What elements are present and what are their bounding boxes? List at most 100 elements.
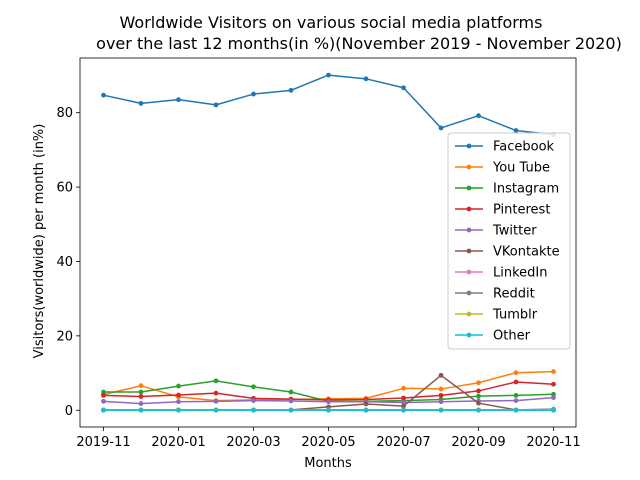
data-point <box>513 379 519 385</box>
x-tick-label: 2020-11 <box>526 435 580 450</box>
data-point <box>101 389 106 395</box>
series-facebook <box>101 72 556 138</box>
legend-label: Pinterest <box>493 203 550 218</box>
series-vkontakte <box>101 372 556 413</box>
legend-label: You Tube <box>492 161 550 176</box>
x-tick-label: 2020-05 <box>301 435 355 450</box>
data-point <box>138 100 144 106</box>
data-point <box>101 392 106 398</box>
data-point <box>476 393 481 399</box>
y-axis-ticks: 0 20 40 60 80 <box>56 106 80 419</box>
plot-area <box>79 57 577 428</box>
x-axis-ticks: 2019-11 2020-01 2020-03 2020-05 2020-07 2020-… <box>76 427 581 450</box>
data-point <box>326 72 331 78</box>
x-tick-label: 2020-01 <box>151 435 205 450</box>
data-point <box>438 125 444 131</box>
legend-item: Facebook <box>455 140 555 155</box>
legend-item: You Tube <box>455 161 550 176</box>
data-point <box>401 85 406 91</box>
data-point <box>476 113 481 119</box>
legend-item: Reddit <box>455 287 535 302</box>
x-tick-label: 2020-03 <box>226 435 280 450</box>
legend-swatch-marker <box>466 164 472 170</box>
data-point <box>401 400 406 405</box>
data-point <box>476 407 481 413</box>
data-point <box>213 378 219 384</box>
data-point <box>251 384 256 390</box>
y-axis-label: Visitors(worldwide) per month (in%) <box>32 124 47 359</box>
data-point <box>551 381 556 387</box>
legend: Facebook You Tube Instagram Pinterest Twitte… <box>447 132 571 350</box>
data-point <box>176 392 181 398</box>
data-point <box>251 407 256 413</box>
data-point <box>213 398 219 404</box>
legend-label: Other <box>493 329 531 344</box>
legend-item: Instagram <box>455 182 559 197</box>
data-point <box>438 386 444 392</box>
data-point <box>401 385 406 391</box>
y-tick-label: 0 <box>65 404 73 419</box>
data-point <box>513 398 519 403</box>
data-point <box>138 407 144 413</box>
data-point <box>176 407 181 413</box>
y-tick-label: 80 <box>56 106 73 121</box>
data-point <box>176 383 181 389</box>
y-tick-label: 60 <box>56 181 73 196</box>
data-point <box>251 398 256 403</box>
data-point <box>401 407 406 413</box>
data-point <box>213 390 219 396</box>
data-point <box>551 391 556 397</box>
x-tick-label: 2019-11 <box>76 435 130 450</box>
data-point <box>513 392 519 398</box>
data-point <box>363 407 369 413</box>
legend-swatch-marker <box>466 143 472 149</box>
chart-title-line-1: Worldwide Visitors on various social med… <box>120 13 543 32</box>
data-point <box>401 395 406 401</box>
data-point <box>138 383 144 389</box>
legend-swatch-marker <box>466 332 472 338</box>
data-point <box>213 102 219 108</box>
data-point <box>326 407 331 413</box>
series-line <box>103 74 554 136</box>
legend-item: Twitter <box>455 224 537 239</box>
legend-label: LinkedIn <box>493 266 547 281</box>
data-point <box>551 369 556 374</box>
data-point <box>476 388 481 394</box>
data-point <box>551 395 556 401</box>
data-point <box>101 398 106 404</box>
legend-label: Tumblr <box>492 308 538 323</box>
data-point <box>101 407 106 413</box>
data-point <box>176 97 181 103</box>
data-point <box>213 407 219 413</box>
data-point <box>401 403 406 409</box>
legend-swatch-marker <box>466 311 472 317</box>
legend-label: Facebook <box>493 140 555 155</box>
legend-item: LinkedIn <box>455 266 547 281</box>
data-point <box>438 392 444 398</box>
x-tick-label: 2020-07 <box>376 435 430 450</box>
y-tick-label: 20 <box>56 329 73 344</box>
data-point <box>288 407 294 413</box>
legend-item: VKontakte <box>455 245 560 260</box>
plot-frame <box>79 57 577 428</box>
legend-swatch-marker <box>466 227 472 233</box>
series-pinterest <box>101 379 556 403</box>
chart-title-line-2: over the last 12 months(in %)(November 2… <box>96 34 622 53</box>
data-point <box>251 91 256 97</box>
legend-label: Twitter <box>492 224 537 239</box>
data-point <box>363 401 369 407</box>
legend-box <box>447 132 571 350</box>
data-point <box>476 380 481 386</box>
legend-swatch-marker <box>466 290 472 296</box>
data-point <box>138 394 144 399</box>
data-point <box>326 399 331 405</box>
y-tick-label: 40 <box>56 255 73 270</box>
data-point <box>288 398 294 404</box>
data-point <box>176 399 181 405</box>
x-tick-label: 2020-09 <box>451 435 505 450</box>
legend-label: VKontakte <box>493 245 560 260</box>
data-point <box>101 92 106 98</box>
legend-item: Pinterest <box>455 203 550 218</box>
series-other <box>101 407 556 413</box>
legend-swatch-marker <box>466 206 472 212</box>
